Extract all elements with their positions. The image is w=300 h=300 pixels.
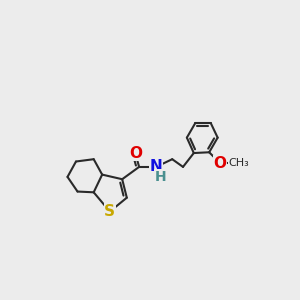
Text: N: N: [150, 159, 162, 174]
Text: CH₃: CH₃: [228, 158, 249, 168]
Text: H: H: [155, 170, 167, 184]
Text: O: O: [129, 146, 142, 160]
Text: S: S: [104, 204, 116, 219]
Text: O: O: [214, 155, 226, 170]
